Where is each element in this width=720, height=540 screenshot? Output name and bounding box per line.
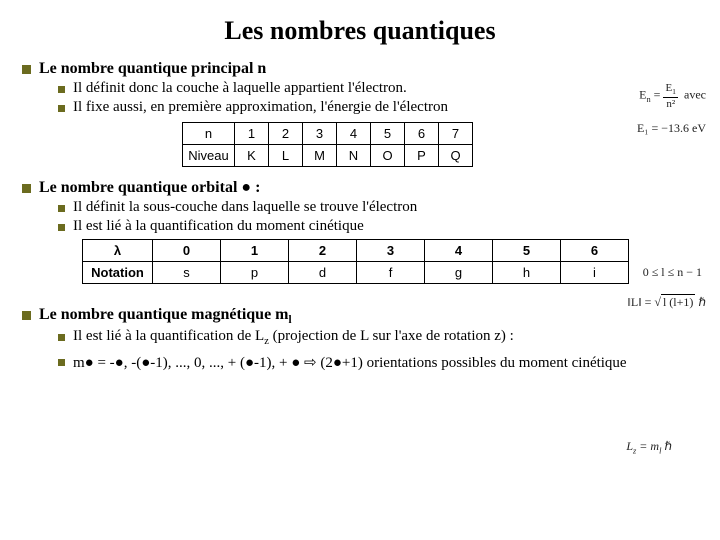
section3-sub1-text: Il est lié à la quantification de Lz (pr… — [73, 328, 514, 347]
table-cell: Niveau — [183, 145, 235, 167]
bullet-icon — [58, 86, 65, 93]
section2-sub2: Il est lié à la quantification du moment… — [58, 218, 698, 235]
table-cell: s — [153, 262, 221, 284]
table-cell: λ — [83, 240, 153, 262]
formula-en: En = E1n² avec — [639, 82, 706, 110]
table-cell: 6 — [561, 240, 629, 262]
table-cell: 0 — [153, 240, 221, 262]
table-cell: 4 — [337, 123, 371, 145]
table-cell: f — [357, 262, 425, 284]
table-cell: L — [269, 145, 303, 167]
section2-heading-text: Le nombre quantique orbital ● : — [39, 179, 260, 196]
table-cell: 7 — [439, 123, 473, 145]
table-cell: h — [493, 262, 561, 284]
table-cell: 5 — [493, 240, 561, 262]
table-row: n 1 2 3 4 5 6 7 — [183, 123, 473, 145]
section2-sub1: Il définit la sous-couche dans laquelle … — [58, 199, 698, 216]
table-cell: O — [371, 145, 405, 167]
section3-sub1: Il est lié à la quantification de Lz (pr… — [58, 328, 698, 347]
formula-lz: Lz = ml ℏ — [626, 440, 672, 456]
section3-sub2: m● = -●, -(●-1), ..., 0, ..., + (●-1), +… — [58, 353, 698, 372]
table-cell: g — [425, 262, 493, 284]
formula-e1: E₁ = −13.6 eV — [637, 122, 706, 135]
formula-l-range: 0 ≤ l ≤ n − 1 — [643, 266, 702, 279]
table-cell: 1 — [235, 123, 269, 145]
section2-sub1-text: Il définit la sous-couche dans laquelle … — [73, 199, 417, 216]
table-cell: 3 — [357, 240, 425, 262]
bullet-icon — [58, 105, 65, 112]
section3-sub2-text: m● = -●, -(●-1), ..., 0, ..., + (●-1), +… — [73, 353, 627, 372]
bullet-icon — [58, 334, 65, 341]
table-cell: p — [221, 262, 289, 284]
table-cell: n — [183, 123, 235, 145]
table-cell: Q — [439, 145, 473, 167]
bullet-icon — [22, 65, 31, 74]
section1-sub2-text: Il fixe aussi, en première approximation… — [73, 99, 448, 116]
section1-sub1-text: Il définit donc la couche à laquelle app… — [73, 80, 407, 97]
table-cell: 5 — [371, 123, 405, 145]
table-lambda-notation: λ 0 1 2 3 4 5 6 Notation s p d f g h i — [82, 239, 629, 284]
bullet-icon — [22, 311, 31, 320]
page-title: Les nombres quantiques — [22, 16, 698, 46]
section3-heading-text: Le nombre quantique magnétique ml — [39, 306, 292, 323]
table-cell: 6 — [405, 123, 439, 145]
formula-l-norm: ‖L‖ = √l (l+1) ℏ — [628, 296, 706, 309]
table-row: λ 0 1 2 3 4 5 6 — [83, 240, 629, 262]
table-cell: 2 — [289, 240, 357, 262]
table-n-niveau: n 1 2 3 4 5 6 7 Niveau K L M N O P Q — [182, 122, 473, 167]
table-row: Notation s p d f g h i — [83, 262, 629, 284]
table-row: Niveau K L M N O P Q — [183, 145, 473, 167]
section1-sub2: Il fixe aussi, en première approximation… — [58, 99, 698, 116]
bullet-icon — [58, 359, 65, 366]
table-cell: 4 — [425, 240, 493, 262]
bullet-icon — [58, 205, 65, 212]
bullet-icon — [22, 184, 31, 193]
bullet-icon — [58, 224, 65, 231]
section3-heading: Le nombre quantique magnétique ml — [22, 306, 698, 326]
table-cell: K — [235, 145, 269, 167]
table-cell: Notation — [83, 262, 153, 284]
table-cell: P — [405, 145, 439, 167]
table-cell: N — [337, 145, 371, 167]
section1-sub1: Il définit donc la couche à laquelle app… — [58, 80, 698, 97]
table-cell: 1 — [221, 240, 289, 262]
section1-heading-text: Le nombre quantique principal n — [39, 60, 266, 77]
table-cell: 2 — [269, 123, 303, 145]
section2-heading: Le nombre quantique orbital ● : — [22, 179, 698, 197]
table-cell: d — [289, 262, 357, 284]
section2-sub2-text: Il est lié à la quantification du moment… — [73, 218, 364, 235]
table-cell: i — [561, 262, 629, 284]
table-cell: 3 — [303, 123, 337, 145]
table-cell: M — [303, 145, 337, 167]
section1-heading: Le nombre quantique principal n — [22, 60, 698, 78]
